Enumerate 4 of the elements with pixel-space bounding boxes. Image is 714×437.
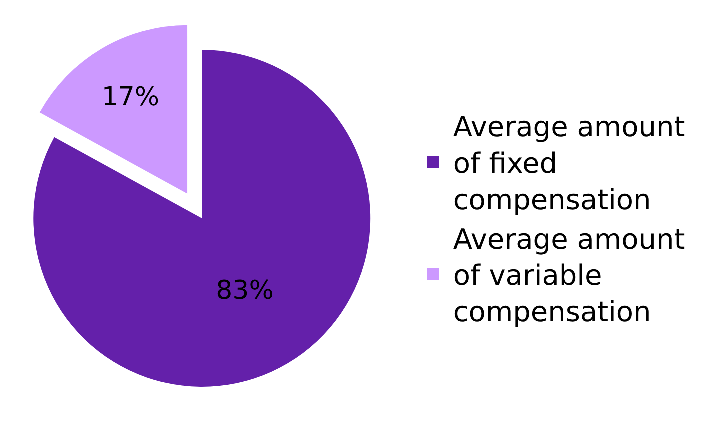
data-label: 83%: [216, 276, 274, 306]
data-label: 17%: [102, 82, 160, 113]
legend-label: Average amount of fixed compensation: [453, 110, 686, 216]
legend-label: Average amount of variable compensation: [453, 222, 686, 329]
